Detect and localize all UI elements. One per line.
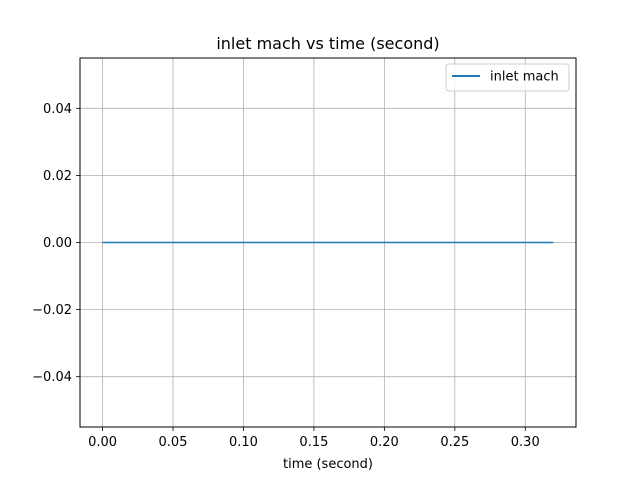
x-tick-label: 0.15 [299, 435, 328, 450]
x-axis-label: time (second) [283, 457, 373, 472]
y-tick-label: 0.00 [43, 236, 72, 251]
chart-title: inlet mach vs time (second) [216, 34, 439, 53]
x-tick-label: 0.30 [511, 435, 540, 450]
legend-label-inlet-mach: inlet mach [490, 70, 559, 85]
x-tick-label: 0.00 [88, 435, 117, 450]
x-tick-label: 0.20 [370, 435, 399, 450]
y-tick-label: −0.04 [32, 370, 72, 385]
legend: inlet mach [445, 63, 570, 92]
y-axis-ticks: 0.04 0.02 0.00 −0.02 −0.04 [32, 102, 80, 385]
legend-box [445, 63, 570, 92]
y-tick-label: 0.04 [43, 102, 72, 117]
x-axis-ticks: 0.00 0.05 0.10 0.15 0.20 0.25 0.30 [88, 427, 540, 450]
y-tick-label: −0.02 [32, 303, 72, 318]
x-tick-label: 0.05 [159, 435, 188, 450]
y-tick-label: 0.02 [43, 169, 72, 184]
x-tick-label: 0.10 [229, 435, 258, 450]
x-tick-label: 0.25 [440, 435, 469, 450]
